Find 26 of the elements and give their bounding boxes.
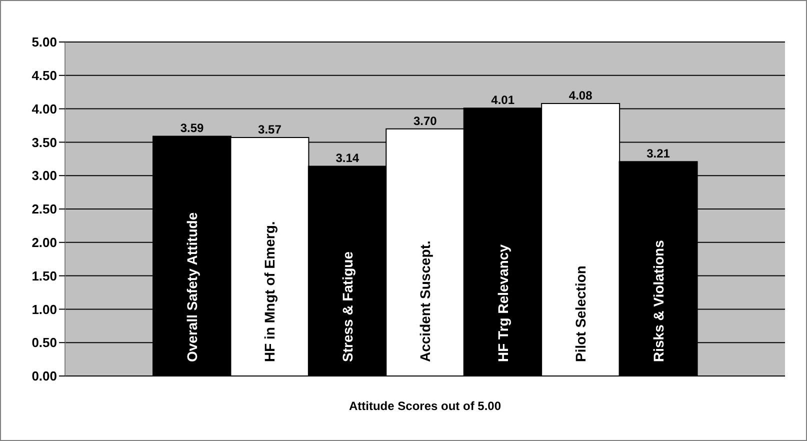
y-tick-label: 0.50 [32, 335, 57, 350]
x-tick-label: HF in Mngt of Emerg. [262, 221, 278, 362]
data-label: 3.21 [646, 146, 670, 161]
y-tick-label: 1.50 [32, 268, 57, 284]
x-tick-label: Pilot Selection [572, 266, 589, 362]
y-tick-label: 4.50 [32, 68, 57, 84]
data-label: 3.70 [413, 114, 438, 128]
y-tick-label: 3.00 [32, 168, 57, 184]
x-tick-label: Stress & Fatigue [339, 251, 356, 362]
x-tick-label: Overall Safety Attitude [184, 212, 200, 362]
y-tick-label: 0.00 [32, 368, 57, 384]
y-tick-label: 2.50 [32, 202, 57, 217]
x-tick-label: Accident Suscept. [417, 240, 434, 362]
data-label: 4.08 [568, 88, 593, 102]
y-tick-label: 3.50 [32, 134, 57, 150]
data-label: 4.01 [491, 93, 515, 108]
data-label: 3.14 [336, 151, 360, 166]
x-tick-label: HF Trg Relevancy [494, 244, 511, 362]
x-tick-label: Risks & Violations [650, 240, 666, 362]
y-tick-label: 1.00 [32, 302, 57, 317]
y-tick-label: 2.00 [32, 235, 57, 250]
y-tick-label: 5.00 [32, 34, 57, 50]
data-label: 3.59 [180, 121, 204, 136]
data-label: 3.57 [258, 122, 282, 137]
y-tick-label: 4.00 [32, 101, 57, 116]
x-axis-title: Attitude Scores out of 5.00 [348, 399, 502, 413]
